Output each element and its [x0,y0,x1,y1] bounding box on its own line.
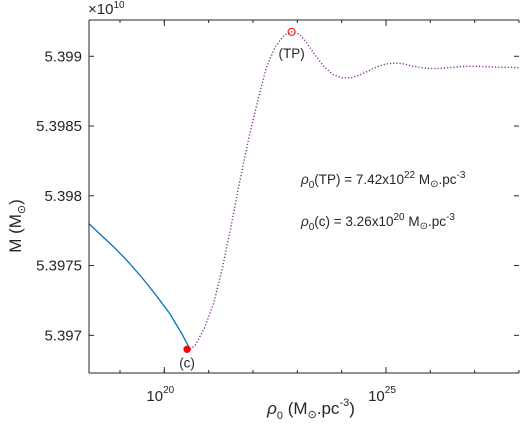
plot-area [89,20,519,373]
point-label-c: (c) [179,355,195,370]
x-tick-label: 1020 [146,385,174,405]
x-axis-label: ρ0 (M⊙.pc-3) [266,397,355,422]
y-tick-label: 5.397 [44,327,82,344]
annotation-tp-density: ρ0(TP) = 7.42x1022 M⊙.pc-3 [300,170,466,191]
annotation-c-density: ρ0(c) = 3.26x1020 M⊙.pc-3 [300,212,455,233]
x-tick-label: 1025 [368,385,396,405]
y-tick-label: 5.3985 [36,118,82,135]
y-tick-label: 5.3975 [36,258,82,275]
y-axis-label: M (M⊙) [6,199,28,253]
point-marker-TP [287,27,296,36]
point-label-TP: (TP) [278,46,304,61]
y-tick-label: 5.399 [44,48,82,65]
point-marker-c [183,345,191,353]
series-line-solid [88,223,191,350]
y-tick-label: 5.398 [44,188,82,205]
y-multiplier: ×1010 [88,0,125,18]
y-multiplier-exp: 10 [113,0,125,11]
